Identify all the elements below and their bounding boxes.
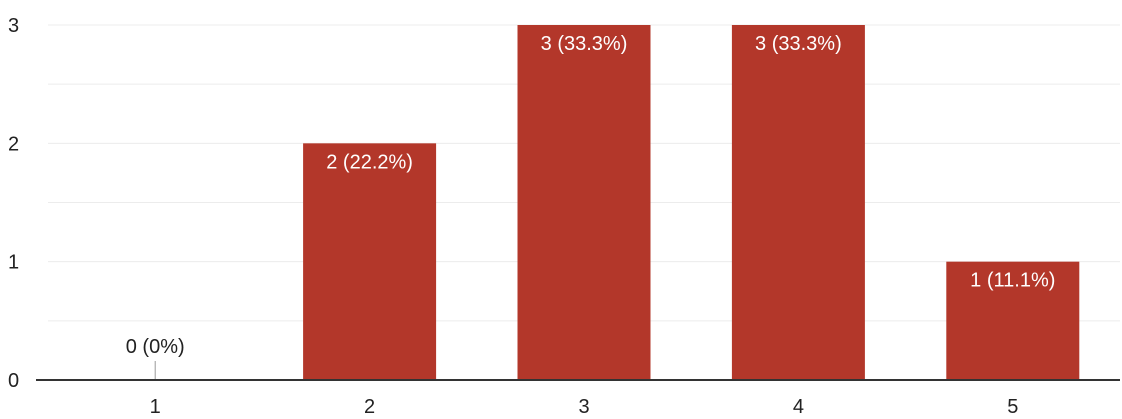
x-tick-label: 2 — [364, 396, 375, 418]
x-tick-label: 4 — [793, 396, 804, 418]
data-label: 3 (33.3%) — [755, 33, 842, 55]
bar — [732, 25, 865, 380]
data-label: 0 (0%) — [126, 336, 185, 358]
data-label: 1 (11.1%) — [970, 270, 1055, 292]
y-tick-label: 2 — [8, 133, 19, 155]
data-label: 2 (22.2%) — [326, 151, 413, 173]
bar — [303, 143, 436, 380]
x-tick-label: 3 — [578, 396, 589, 418]
y-tick-label: 0 — [8, 370, 19, 392]
y-tick-label: 3 — [8, 15, 19, 37]
bar — [518, 25, 651, 380]
data-label: 3 (33.3%) — [541, 33, 628, 55]
y-tick-label: 1 — [8, 252, 19, 274]
x-tick-label: 5 — [1007, 396, 1018, 418]
x-tick-label: 1 — [150, 396, 161, 418]
